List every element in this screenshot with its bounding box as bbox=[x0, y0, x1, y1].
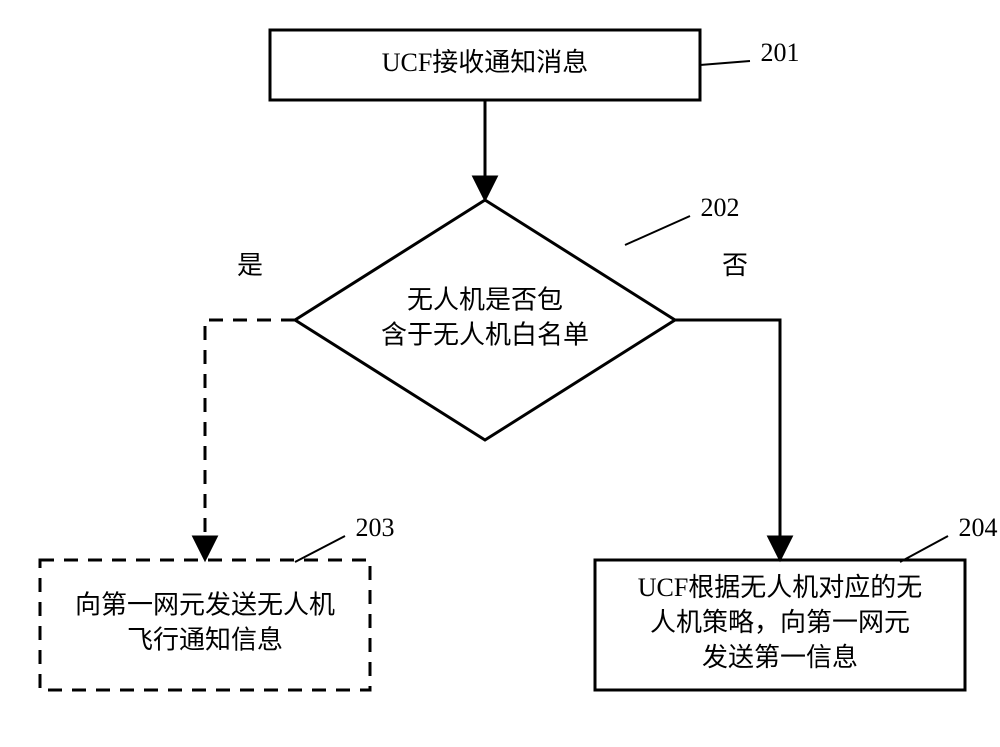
svg-text:无人机是否包: 无人机是否包 bbox=[407, 285, 563, 314]
svg-text:204: 204 bbox=[959, 513, 998, 542]
edge-label-e2: 是 bbox=[237, 251, 263, 280]
svg-text:飞行通知信息: 飞行通知信息 bbox=[127, 626, 283, 655]
edge-label-e3: 否 bbox=[722, 251, 748, 280]
svg-text:UCF接收通知消息: UCF接收通知消息 bbox=[382, 48, 589, 77]
svg-text:203: 203 bbox=[356, 513, 395, 542]
step-label-l204: 204 bbox=[900, 513, 998, 562]
svg-text:202: 202 bbox=[701, 193, 740, 222]
flow-edge-e2 bbox=[205, 320, 295, 560]
step-label-l203: 203 bbox=[295, 513, 395, 562]
svg-text:发送第一信息: 发送第一信息 bbox=[702, 643, 858, 672]
step-label-l201: 201 bbox=[700, 38, 800, 67]
svg-text:人机策略，向第一网元: 人机策略，向第一网元 bbox=[650, 608, 910, 637]
flow-edge-e3 bbox=[675, 320, 780, 560]
svg-text:201: 201 bbox=[761, 38, 800, 67]
step-label-l202: 202 bbox=[625, 193, 740, 245]
svg-text:UCF根据无人机对应的无: UCF根据无人机对应的无 bbox=[638, 573, 923, 602]
svg-text:含于无人机白名单: 含于无人机白名单 bbox=[381, 321, 589, 350]
svg-text:向第一网元发送无人机: 向第一网元发送无人机 bbox=[75, 590, 335, 619]
